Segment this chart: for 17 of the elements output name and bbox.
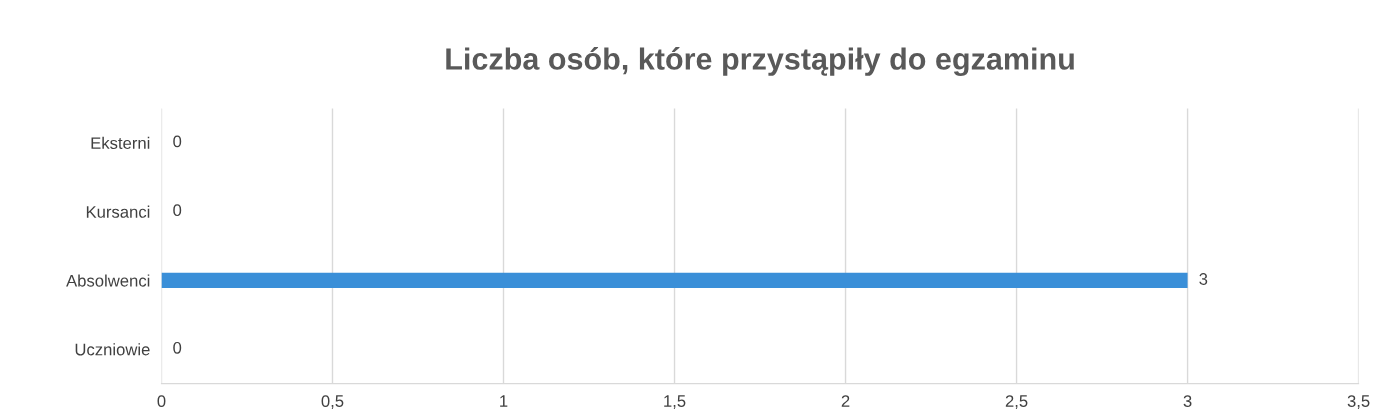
y-tick-label: Uczniowie xyxy=(75,343,150,356)
data-label: 0 xyxy=(173,341,182,354)
data-label: 0 xyxy=(173,204,182,217)
x-tick-label: 0,5 xyxy=(321,395,344,409)
x-tick-label: 2,5 xyxy=(1005,395,1028,409)
x-tick-label: 0 xyxy=(157,395,166,407)
x-tick-label: 2 xyxy=(841,395,850,407)
y-tick-label: Kursanci xyxy=(86,205,150,218)
data-label: 0 xyxy=(173,135,182,148)
data-label: 3 xyxy=(1199,273,1208,285)
y-tick-label: Absolwenci xyxy=(66,274,150,287)
x-tick-label: 1 xyxy=(500,395,508,407)
chart-title: Liczba osób, które przystąpiły do egzaminu xyxy=(446,47,1074,77)
x-tick-label: 3,5 xyxy=(1347,395,1370,409)
x-tick-label: 3 xyxy=(1183,395,1192,407)
x-tick-label: 1,5 xyxy=(664,395,686,409)
y-tick-label: Eksterni xyxy=(91,136,150,150)
